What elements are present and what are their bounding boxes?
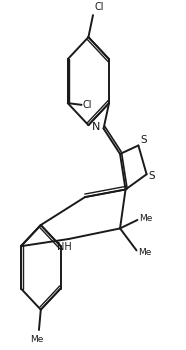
Text: Me: Me — [139, 214, 153, 223]
Text: S: S — [149, 171, 155, 181]
Text: Cl: Cl — [95, 2, 104, 12]
Text: NH: NH — [57, 243, 71, 252]
Text: Cl: Cl — [82, 100, 92, 110]
Text: S: S — [140, 135, 147, 145]
Text: Me: Me — [138, 247, 152, 257]
Text: Me: Me — [31, 335, 44, 344]
Text: N: N — [92, 122, 100, 132]
